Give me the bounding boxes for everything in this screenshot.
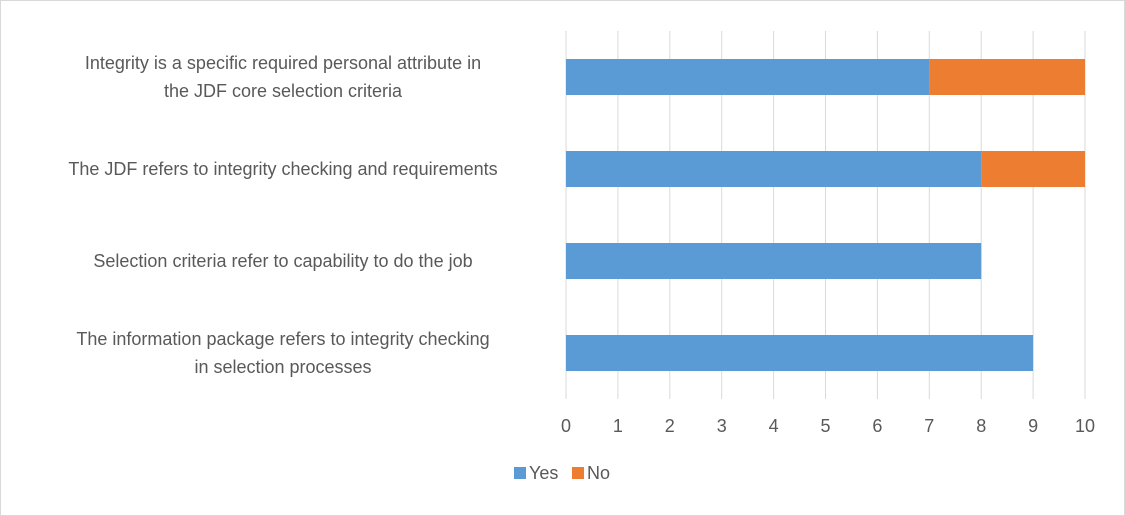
- x-tick-label-8: 8: [976, 416, 986, 436]
- x-tick-label-4: 4: [769, 416, 779, 436]
- legend-swatch-yes: [514, 467, 526, 479]
- legend-label-no: No: [587, 463, 610, 483]
- category-labels: Integrity is a specific required persona…: [68, 53, 497, 377]
- legend-label-yes: Yes: [529, 463, 558, 483]
- bar-yes-1: [566, 151, 982, 187]
- x-tick-label-9: 9: [1028, 416, 1038, 436]
- category-label-line: Selection criteria refer to capability t…: [93, 251, 472, 271]
- x-axis-tick-labels: 0 1 2 3 4 5 6 7 8 9 10: [561, 416, 1095, 436]
- bar-yes-3: [566, 335, 1034, 371]
- bar-yes-0: [566, 59, 930, 95]
- category-label-line: The information package refers to integr…: [76, 329, 489, 349]
- bar-yes-2: [566, 243, 982, 279]
- x-tick-label-6: 6: [872, 416, 882, 436]
- legend-swatch-no: [572, 467, 584, 479]
- x-tick-label-10: 10: [1075, 416, 1095, 436]
- category-label-line: in selection processes: [194, 357, 371, 377]
- category-label-line: Integrity is a specific required persona…: [85, 53, 481, 73]
- category-label-line: The JDF refers to integrity checking and…: [68, 159, 497, 179]
- x-tick-label-2: 2: [665, 416, 675, 436]
- x-tick-label-0: 0: [561, 416, 571, 436]
- category-label-0: Integrity is a specific required persona…: [85, 53, 481, 101]
- category-label-2: Selection criteria refer to capability t…: [93, 251, 472, 271]
- legend: Yes No: [514, 463, 610, 483]
- x-tick-label-3: 3: [717, 416, 727, 436]
- bar-no-0: [929, 59, 1085, 95]
- x-tick-label-7: 7: [924, 416, 934, 436]
- bars: [566, 59, 1085, 371]
- category-label-line: the JDF core selection criteria: [164, 81, 403, 101]
- category-label-1: The JDF refers to integrity checking and…: [68, 159, 497, 179]
- category-label-3: The information package refers to integr…: [76, 329, 489, 377]
- bar-no-1: [981, 151, 1085, 187]
- x-tick-label-1: 1: [613, 416, 623, 436]
- x-tick-label-5: 5: [820, 416, 830, 436]
